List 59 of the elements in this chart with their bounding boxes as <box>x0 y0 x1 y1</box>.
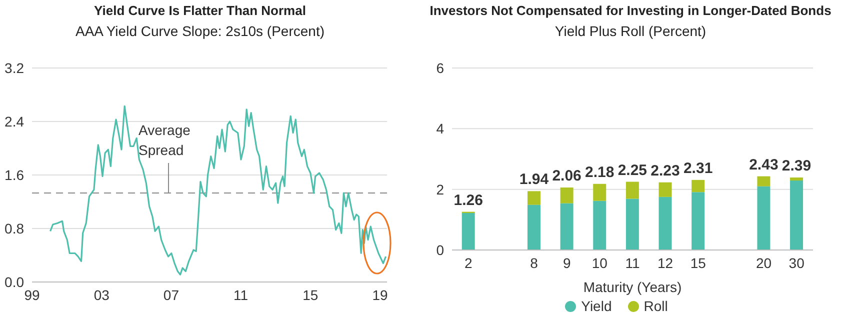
x-tick-label: 11 <box>625 254 640 271</box>
total-label: 2.43 <box>749 156 778 174</box>
total-label: 2.25 <box>618 162 648 179</box>
legend-label: Roll <box>642 298 668 314</box>
total-label: 1.26 <box>454 192 483 209</box>
x-tick-label: 8 <box>530 254 538 271</box>
bar <box>560 188 574 204</box>
bar <box>593 184 606 201</box>
x-tick-label: 10 <box>592 254 608 271</box>
bar <box>692 192 705 250</box>
chart-subtitle: Yield Plus Roll (Percent) <box>554 23 708 39</box>
y-tick-label: 2.4 <box>4 113 24 130</box>
total-label: 2.18 <box>585 164 614 181</box>
y-tick-label: 0.8 <box>4 220 24 236</box>
chart-title: Investors Not Compensated for Investing in Longer-Dated Bonds <box>428 2 832 18</box>
bar <box>593 200 606 250</box>
bar <box>527 204 540 250</box>
bar <box>658 196 672 250</box>
chart-subtitle: AAA Yield Curve Slope: 2s10s (Percent) <box>74 23 326 39</box>
bar <box>757 186 770 250</box>
bar <box>626 182 639 199</box>
x-axis-title: Maturity (Years) <box>583 279 682 295</box>
bar <box>626 198 639 250</box>
total-label: 2.06 <box>552 168 582 185</box>
legend-label: Yield <box>580 298 612 314</box>
y-tick-label: 3.2 <box>4 60 24 76</box>
y-tick-label: 0 <box>436 242 444 258</box>
bar <box>790 178 804 181</box>
bar <box>462 212 475 250</box>
x-tick-label: 19 <box>372 286 388 303</box>
x-tick-label: 99 <box>24 286 40 303</box>
x-tick-label: 15 <box>690 254 706 271</box>
bar <box>560 203 574 250</box>
bar <box>658 182 672 197</box>
bar <box>692 180 705 192</box>
x-tick-label: 12 <box>658 254 674 271</box>
total-label: 1.94 <box>519 171 550 188</box>
total-label: 2.31 <box>683 160 713 177</box>
x-tick-label: 20 <box>756 254 772 271</box>
x-tick-label: 07 <box>163 286 180 303</box>
bar <box>790 180 804 250</box>
x-tick-label: 9 <box>562 254 571 271</box>
line-series <box>49 105 387 276</box>
x-tick-label: 2 <box>464 254 473 271</box>
x-tick-label: 30 <box>788 254 805 271</box>
y-tick-label: 4 <box>436 120 444 137</box>
x-tick-label: 03 <box>94 286 110 303</box>
y-tick-label: 1.6 <box>4 166 24 183</box>
total-label: 2.23 <box>650 162 680 180</box>
y-tick-label: 6 <box>436 60 444 76</box>
x-tick-label: 15 <box>302 286 318 303</box>
x-tick-label: 11 <box>234 286 248 303</box>
ref-line-label: Average Spread <box>138 122 191 158</box>
total-label: 2.39 <box>782 158 812 175</box>
bar <box>527 191 540 205</box>
chart-title: Yield Curve Is Flatter Than Normal <box>93 2 307 18</box>
bar <box>757 176 770 186</box>
y-tick-label: 0.0 <box>4 274 24 290</box>
y-tick-label: 2 <box>436 181 444 198</box>
